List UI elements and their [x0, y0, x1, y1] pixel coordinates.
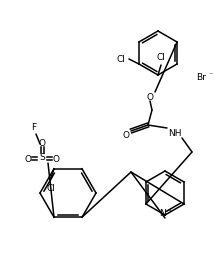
Text: F: F [31, 123, 37, 133]
Text: NH: NH [168, 129, 182, 137]
Text: O: O [52, 154, 60, 164]
Text: O: O [39, 139, 45, 149]
Text: O: O [24, 154, 32, 164]
Text: ⁺: ⁺ [168, 208, 172, 216]
Text: ⁻: ⁻ [208, 71, 212, 80]
Text: Cl: Cl [47, 184, 55, 193]
Text: O: O [146, 92, 153, 102]
Text: Cl: Cl [116, 55, 125, 64]
Text: N: N [160, 210, 166, 218]
Text: Br: Br [196, 72, 206, 82]
Text: S: S [39, 153, 45, 163]
Text: Cl: Cl [157, 54, 166, 62]
Text: O: O [123, 132, 129, 140]
